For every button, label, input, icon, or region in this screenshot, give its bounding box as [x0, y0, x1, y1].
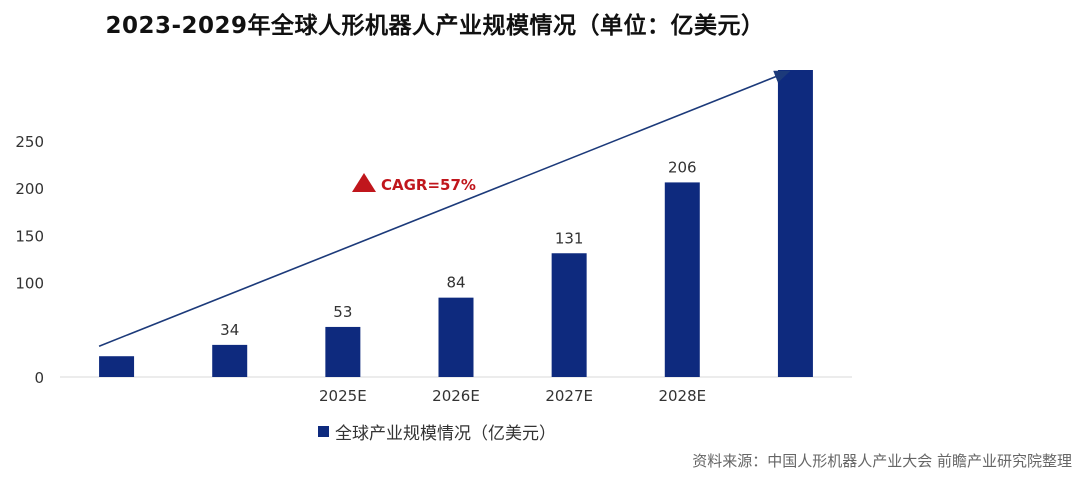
legend: 全球产业规模情况（亿美元）	[318, 419, 556, 444]
data-label: 53	[333, 303, 352, 321]
bar-2024	[212, 344, 248, 377]
x-tick-label: 2025E	[319, 387, 367, 405]
chart-title: 2023-2029年全球人形机器人产业规模情况（单位：亿美元）	[105, 13, 765, 39]
y-tick-label: 200	[15, 180, 44, 198]
bar-2023	[99, 356, 135, 377]
data-label: 131	[555, 229, 584, 247]
legend-label: 全球产业规模情况（亿美元）	[335, 424, 556, 444]
data-label: 34	[220, 321, 239, 339]
data-label: 206	[668, 158, 697, 176]
x-tick-label: 2026E	[432, 387, 480, 405]
cagr-label: CAGR=57%	[381, 176, 476, 194]
source-note: 资料来源：中国人形机器人产业大会 前瞻产业研究院整理	[692, 452, 1072, 470]
data-label: 84	[446, 274, 465, 292]
y-tick-label: 250	[15, 133, 44, 151]
x-tick-label: 2028E	[658, 387, 706, 405]
bar-2029E	[777, 70, 813, 377]
legend-swatch	[318, 426, 329, 437]
bar-2026E	[438, 297, 474, 377]
y-tick-label: 100	[15, 275, 44, 293]
trend-arrow	[98, 70, 791, 347]
bar-2025E	[325, 326, 361, 377]
bar-2027E	[551, 253, 587, 377]
y-tick-label: 0	[34, 369, 44, 387]
cagr-triangle-icon	[352, 173, 376, 192]
bar-2028E	[664, 182, 700, 377]
x-tick-label: 2027E	[545, 387, 593, 405]
y-tick-label: 150	[15, 227, 44, 245]
